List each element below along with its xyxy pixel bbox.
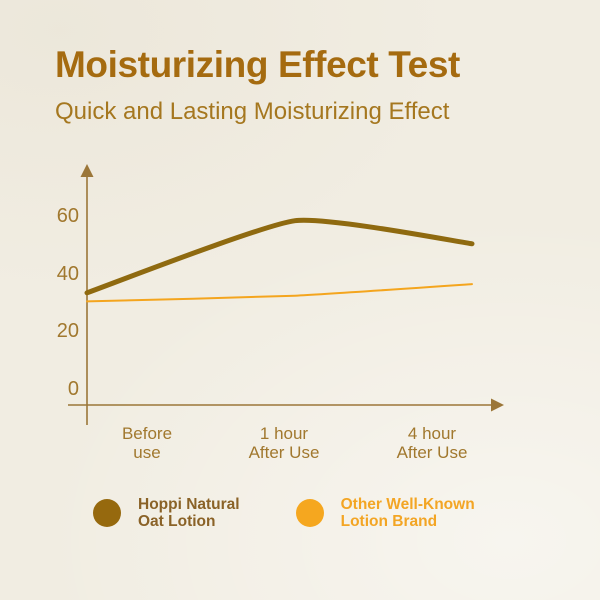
- y-axis-arrow-icon: [80, 164, 94, 177]
- other-brand-series-dot-icon: [295, 499, 324, 527]
- legend-label-other-brand: Other Well-Known Lotion Brand: [340, 496, 475, 530]
- x-axis-arrow-icon: [491, 398, 504, 412]
- y-tick-20: 20: [57, 320, 79, 342]
- series-line-other-brand: [86, 283, 473, 303]
- y-tick-0: 0: [68, 378, 79, 400]
- y-tick-60: 60: [57, 205, 79, 227]
- x-tick-4-hour: 4 hour After Use: [396, 424, 468, 462]
- hoppi-series-dot-icon: [93, 499, 121, 527]
- x-tick-before-use: Before use: [121, 424, 173, 462]
- x-tick-1-hour: 1 hour After Use: [248, 424, 320, 462]
- chart-legend: Hoppi Natural Oat Lotion Other Well-Know…: [93, 496, 513, 530]
- series-line-hoppi: [84, 217, 475, 296]
- legend-item-hoppi: Hoppi Natural Oat Lotion: [93, 496, 240, 530]
- y-tick-40: 40: [57, 263, 79, 285]
- page-title: Moisturizing Effect Test: [55, 44, 460, 85]
- page-subtitle: Quick and Lasting Moisturizing Effect: [55, 98, 450, 125]
- legend-item-other-brand: Other Well-Known Lotion Brand: [295, 496, 475, 530]
- legend-label-hoppi: Hoppi Natural Oat Lotion: [138, 496, 240, 530]
